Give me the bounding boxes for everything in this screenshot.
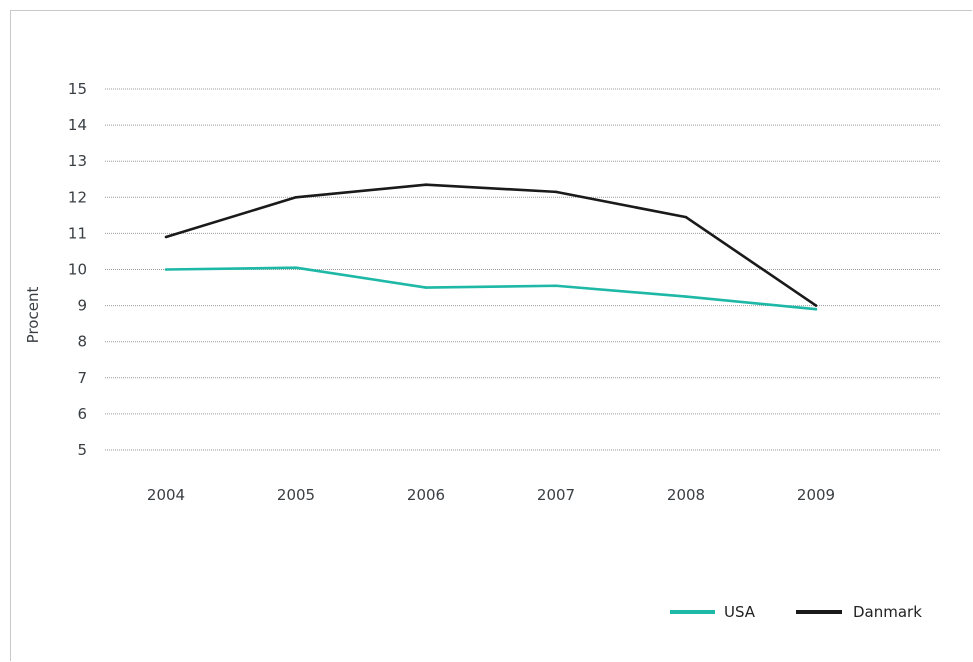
data-point-usa [684,295,688,298]
x-tick-label: 2008 [667,486,705,504]
data-point-usa [164,268,168,271]
data-point-usa [294,266,298,269]
data-point-danmark [814,304,818,307]
data-point-danmark [164,235,168,239]
x-tick-label: 2005 [277,486,315,504]
y-tick-label: 11 [68,224,87,242]
x-tick-label: 2009 [797,486,835,504]
data-point-usa [814,307,818,311]
x-tick-label: 2006 [407,486,445,504]
series-line-usa [165,266,817,311]
legend: USA Danmark [670,603,922,621]
legend-item-danmark: Danmark [796,603,922,621]
x-tick-label: 2004 [147,486,185,504]
data-point-danmark [424,183,428,186]
y-tick-label: 15 [68,80,87,98]
data-point-danmark [684,215,688,219]
chart-frame [10,10,972,661]
data-point-usa [424,286,428,289]
legend-item-usa: USA [670,603,756,621]
y-tick-label: 12 [68,188,87,206]
x-tick-label: 2007 [537,486,575,504]
y-axis-label: Procent [24,287,42,344]
y-axis-ticks: 5 6 7 8 9 10 11 12 13 14 15 [68,80,87,459]
legend-label: USA [724,603,756,621]
data-point-danmark [294,196,298,199]
y-tick-label: 9 [77,297,87,315]
y-tick-label: 14 [68,116,87,134]
y-tick-label: 6 [77,405,87,423]
y-tick-label: 8 [77,333,87,351]
data-point-usa [554,284,558,288]
y-tick-label: 10 [68,261,87,279]
legend-label: Danmark [853,603,922,621]
series-line-danmark [165,183,817,307]
y-tick-label: 5 [77,441,87,459]
x-axis-ticks: 2004 2005 2006 2007 2008 2009 [147,486,835,504]
y-tick-label: 13 [68,152,87,170]
series-lines [164,183,818,311]
data-point-danmark [554,190,558,194]
y-tick-label: 7 [77,369,87,387]
